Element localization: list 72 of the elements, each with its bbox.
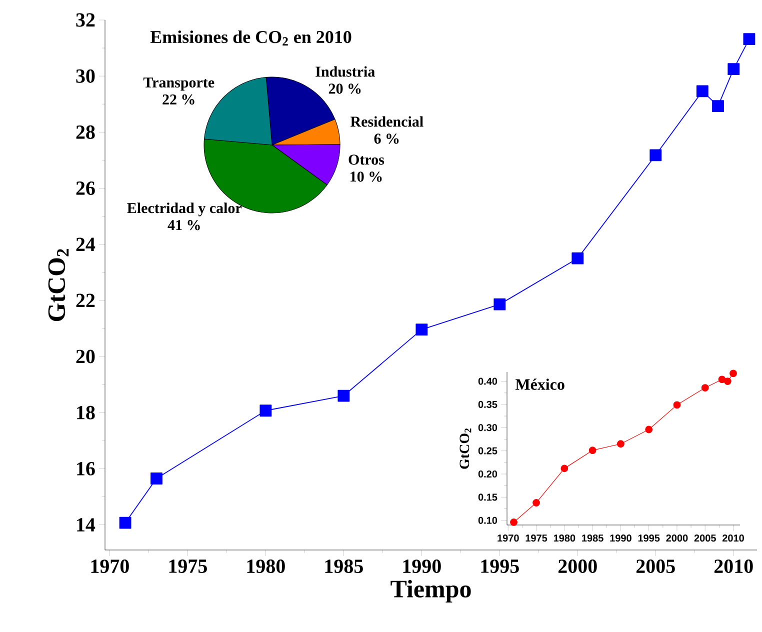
y-tick-label: 20: [76, 350, 95, 364]
data-label: 10 %: [350, 172, 382, 182]
x-tick-label: 2000: [558, 560, 597, 574]
y-tick-label: 18: [77, 406, 95, 420]
y-tick-label: 22: [76, 294, 95, 308]
point: [616, 440, 624, 448]
slice-label: Industria: [316, 66, 375, 77]
data-label: 22 %: [162, 94, 194, 105]
x-tick-label: 1980: [247, 560, 285, 574]
slice-label: Otros: [348, 154, 384, 165]
y-tick-label: 0.20: [478, 470, 498, 478]
x-tick-label: 1975: [526, 534, 548, 542]
y-tick-label: 30: [76, 69, 95, 83]
point: [650, 149, 662, 162]
x-tick-label: 2010: [714, 560, 753, 574]
y-axis-title: GtCO$_{2}$: [48, 248, 69, 322]
y-axis-title: GtCO$_{2}$: [460, 428, 472, 469]
y-tick-label: 24: [76, 238, 96, 251]
data-label: 41 %: [168, 220, 200, 230]
slice-label: Residencial: [350, 116, 424, 127]
x-tick-label: 1975: [169, 560, 207, 573]
x-tick-label: 1970: [91, 560, 129, 574]
x-tick-label: 1995: [638, 534, 660, 542]
point: [743, 33, 756, 46]
y-tick-label: 0.40: [478, 378, 498, 385]
point: [730, 370, 737, 378]
data-label: 6 %: [374, 134, 399, 144]
x-tick-label: 1980: [554, 534, 576, 542]
point: [724, 378, 732, 385]
y-tick-label: 0.15: [478, 494, 498, 501]
point: [572, 252, 584, 264]
x-tick-label: 1990: [403, 560, 441, 574]
point: [588, 446, 596, 454]
y-tick-label: 32: [76, 13, 95, 27]
point: [696, 85, 708, 98]
x-tick-label: 2005: [636, 560, 675, 574]
y-tick-label: 26: [76, 182, 95, 195]
y-tick-label: 16: [77, 462, 95, 476]
point: [728, 63, 740, 76]
point: [701, 384, 709, 392]
point: [560, 464, 568, 472]
y-tick-label: 28: [76, 125, 95, 139]
x-tick-label: 1985: [582, 534, 604, 542]
chart-title: Emisiones de CO$_{2}$ en 2010: [150, 30, 352, 46]
data-label: 20 %: [328, 84, 361, 94]
chart-title: México: [515, 378, 564, 390]
point: [260, 404, 272, 417]
point: [510, 518, 518, 526]
slice-label: Transporte: [143, 78, 214, 91]
x-tick-label: 2000: [666, 534, 688, 542]
point: [338, 390, 350, 402]
x-tick-label: 1970: [498, 534, 519, 542]
point: [532, 499, 540, 506]
point: [494, 298, 506, 310]
x-tick-label: 1995: [481, 560, 519, 573]
y-tick-label: 0.35: [478, 400, 498, 408]
y-tick-label: 0.25: [478, 447, 498, 454]
y-tick-label: 0.10: [478, 516, 498, 524]
y-tick-label: 14: [77, 518, 96, 532]
x-tick-label: 2005: [694, 534, 716, 542]
y-tick-label: 0.30: [478, 424, 498, 432]
point: [119, 516, 132, 529]
point: [150, 472, 162, 484]
point: [712, 100, 724, 112]
x-tick-label: 2010: [722, 534, 744, 542]
point: [645, 426, 653, 434]
x-tick-label: 1985: [325, 560, 363, 574]
point: [416, 324, 428, 336]
point: [673, 401, 681, 409]
slice-label: Electridad y calor: [127, 202, 242, 216]
x-axis-title: Tiempo: [390, 580, 471, 603]
x-tick-label: 1990: [610, 534, 632, 542]
